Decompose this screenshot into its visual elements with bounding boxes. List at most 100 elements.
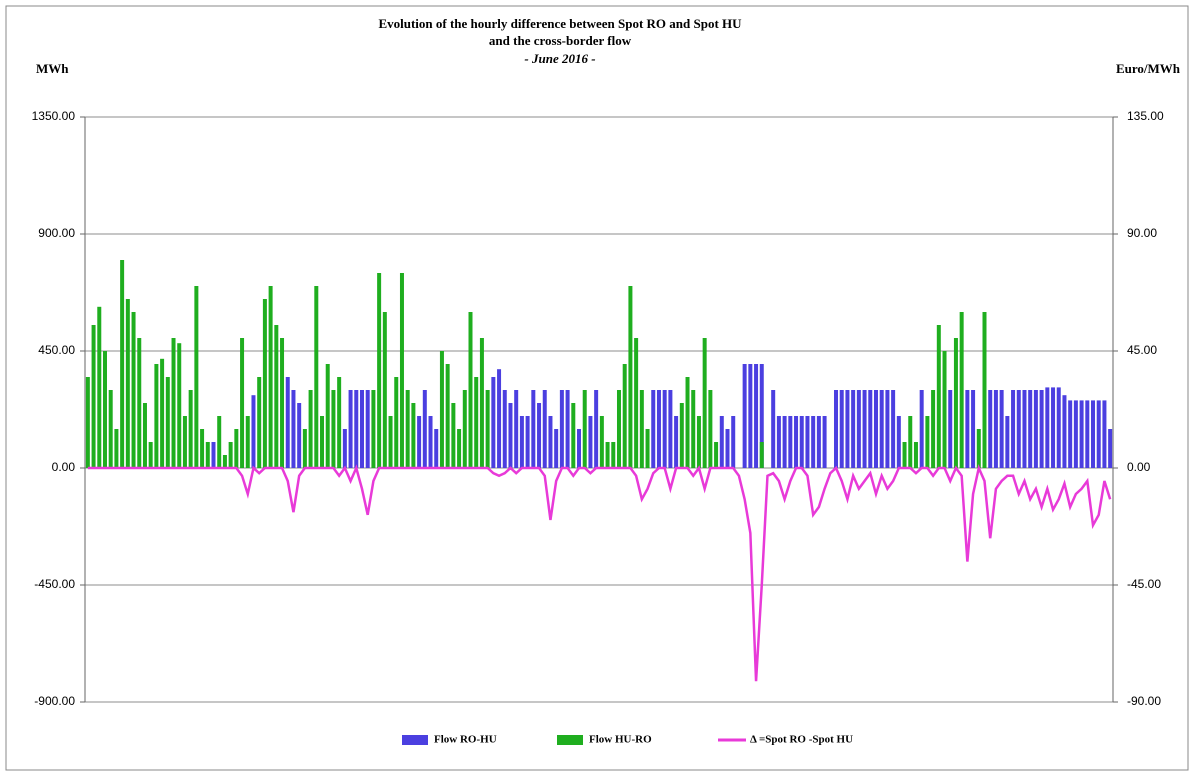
bar bbox=[297, 403, 302, 468]
bar bbox=[748, 364, 753, 468]
bar bbox=[405, 390, 410, 468]
bar bbox=[1039, 390, 1044, 468]
bar bbox=[554, 429, 559, 468]
bar bbox=[97, 306, 102, 468]
bar bbox=[1051, 387, 1056, 468]
bar bbox=[1068, 400, 1073, 468]
bar bbox=[674, 416, 679, 468]
bar bbox=[976, 429, 981, 468]
bar bbox=[137, 338, 142, 468]
bar bbox=[228, 442, 233, 468]
bar bbox=[200, 429, 205, 468]
bar bbox=[862, 390, 867, 468]
bar bbox=[177, 343, 182, 468]
bar bbox=[548, 416, 553, 468]
bar bbox=[1096, 400, 1101, 468]
bar bbox=[274, 325, 279, 468]
bar bbox=[262, 299, 267, 468]
bar bbox=[816, 416, 821, 468]
bar bbox=[417, 416, 422, 468]
bar bbox=[936, 325, 941, 468]
bar bbox=[999, 390, 1004, 468]
bar bbox=[919, 390, 924, 468]
bar bbox=[1016, 390, 1021, 468]
bar bbox=[85, 377, 90, 468]
y2-tick-label: 90.00 bbox=[1127, 226, 1157, 240]
bar bbox=[679, 403, 684, 468]
y-tick-label: 450.00 bbox=[38, 343, 75, 357]
bar bbox=[91, 325, 96, 468]
bar bbox=[656, 390, 661, 468]
bar bbox=[394, 377, 399, 468]
bar bbox=[616, 390, 621, 468]
bar bbox=[594, 390, 599, 468]
bar bbox=[314, 286, 319, 468]
bar bbox=[696, 416, 701, 468]
bar bbox=[634, 338, 639, 468]
bar bbox=[497, 369, 502, 468]
bar bbox=[834, 390, 839, 468]
bar bbox=[365, 390, 370, 468]
bar bbox=[965, 390, 970, 468]
bar bbox=[120, 260, 125, 468]
bar bbox=[142, 403, 147, 468]
bar bbox=[851, 390, 856, 468]
bar bbox=[896, 416, 901, 468]
bar bbox=[257, 377, 262, 468]
y-axis-label: MWh bbox=[36, 61, 69, 76]
bar bbox=[451, 403, 456, 468]
bar bbox=[588, 416, 593, 468]
bar bbox=[879, 390, 884, 468]
bar bbox=[622, 364, 627, 468]
bar bbox=[148, 442, 153, 468]
bar bbox=[982, 312, 987, 468]
bar bbox=[222, 455, 227, 468]
bar bbox=[308, 390, 313, 468]
bar bbox=[1085, 400, 1090, 468]
bar bbox=[839, 390, 844, 468]
bar bbox=[542, 390, 547, 468]
bar bbox=[160, 358, 165, 468]
bar bbox=[354, 390, 359, 468]
bar bbox=[799, 416, 804, 468]
y2-tick-label: -45.00 bbox=[1127, 577, 1161, 591]
bar bbox=[434, 429, 439, 468]
bar bbox=[154, 364, 159, 468]
y-tick-label: -900.00 bbox=[34, 694, 75, 708]
bar bbox=[359, 390, 364, 468]
bar bbox=[639, 390, 644, 468]
y2-tick-label: 135.00 bbox=[1127, 109, 1164, 123]
bar bbox=[337, 377, 342, 468]
bar bbox=[302, 429, 307, 468]
y-tick-label: 900.00 bbox=[38, 226, 75, 240]
bar bbox=[1005, 416, 1010, 468]
bar bbox=[599, 416, 604, 468]
bar bbox=[485, 390, 490, 468]
bar bbox=[1102, 400, 1107, 468]
bar bbox=[565, 390, 570, 468]
bar bbox=[891, 390, 896, 468]
y-tick-label: -450.00 bbox=[34, 577, 75, 591]
bar bbox=[776, 416, 781, 468]
bar bbox=[108, 390, 113, 468]
bar bbox=[577, 429, 582, 468]
bar bbox=[291, 390, 296, 468]
bar bbox=[1108, 429, 1113, 468]
bar bbox=[885, 390, 890, 468]
y-tick-label: 0.00 bbox=[52, 460, 76, 474]
legend-label: Flow RO-HU bbox=[434, 734, 497, 746]
bar bbox=[571, 403, 576, 468]
bar bbox=[1062, 395, 1067, 468]
bar bbox=[331, 390, 336, 468]
chart-title-line-1: Evolution of the hourly difference betwe… bbox=[378, 16, 742, 31]
chart-frame bbox=[5, 5, 1189, 771]
bar bbox=[1079, 400, 1084, 468]
bar bbox=[525, 416, 530, 468]
bar bbox=[948, 390, 953, 468]
chart-title-line-2: and the cross-border flow bbox=[489, 33, 632, 48]
bar bbox=[474, 377, 479, 468]
bar bbox=[1033, 390, 1038, 468]
bar bbox=[908, 416, 913, 468]
bar bbox=[462, 390, 467, 468]
bar bbox=[188, 390, 193, 468]
